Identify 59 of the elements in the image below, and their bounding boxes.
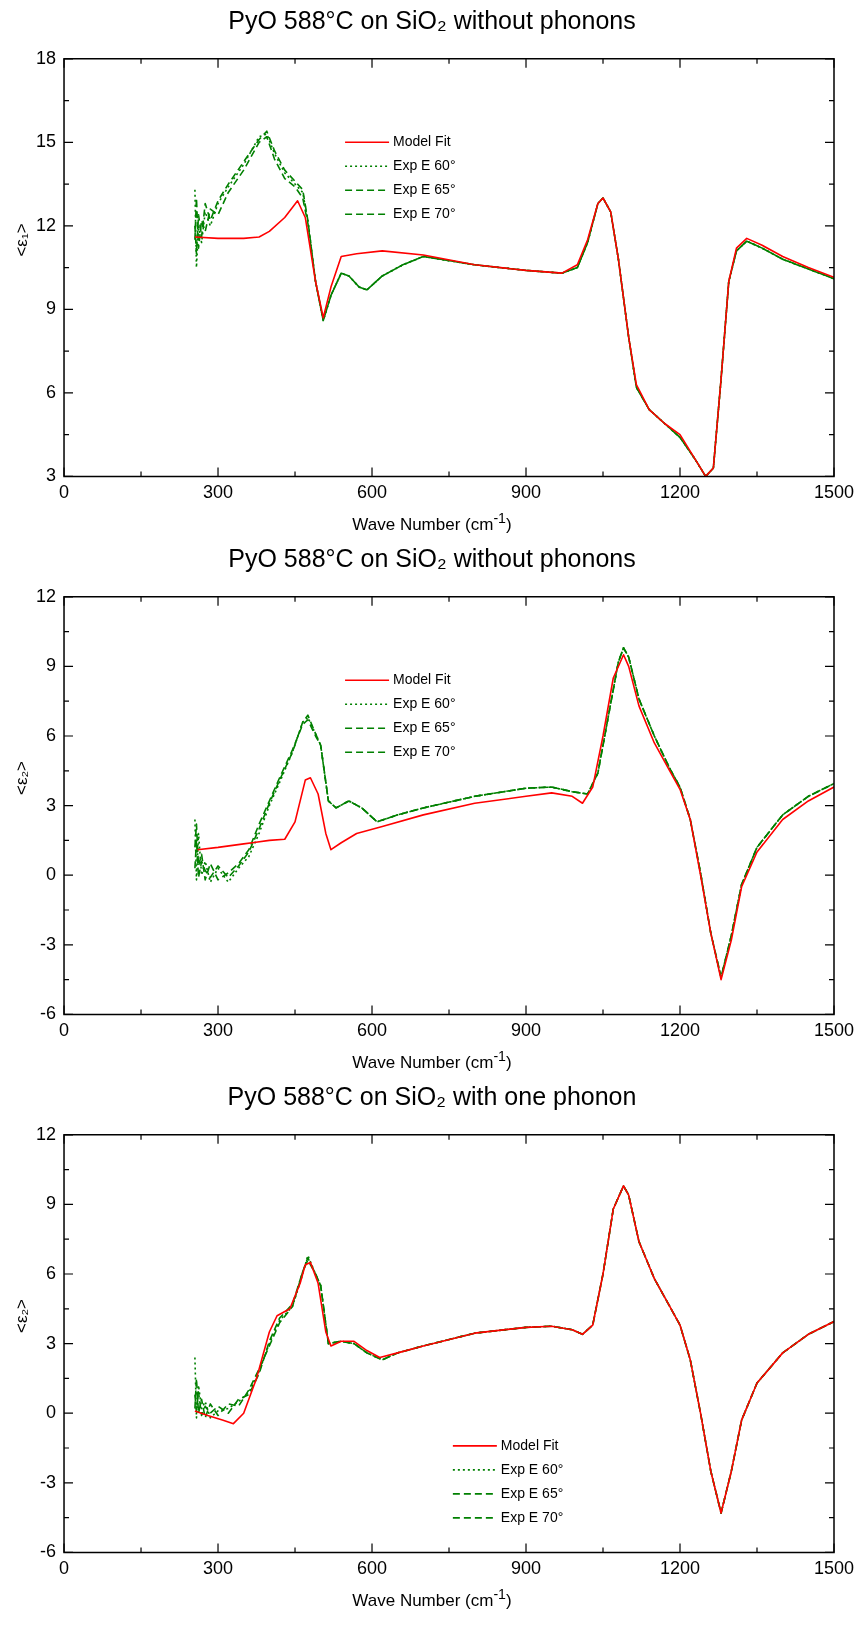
x-tick-label: 0 <box>59 482 70 503</box>
y-tick-label: -6 <box>40 1003 57 1024</box>
legend-label: Exp E 70° <box>500 1508 564 1525</box>
legend-label: Exp E 65° <box>500 1484 564 1501</box>
y-tick-label: 3 <box>46 1332 57 1353</box>
legend-label: Exp E 70° <box>393 743 456 760</box>
x-axis-title: Wave Number (cm$^{-1}$) <box>351 509 513 534</box>
y-tick-label: 12 <box>35 585 57 606</box>
legend-label: Exp E 65° <box>393 719 456 736</box>
y-tick-label: -3 <box>40 933 57 954</box>
x-tick-label: 0 <box>59 1020 70 1041</box>
x-tick-label: 300 <box>202 482 234 503</box>
x-tick-label: 300 <box>202 1020 234 1041</box>
x-tick-label: 900 <box>510 482 542 503</box>
chart-title: PyO 588°C on SiO₂ without phonons <box>227 543 637 574</box>
legend-label: Model Fit <box>500 1436 559 1453</box>
y-tick-label: 6 <box>46 381 57 402</box>
x-tick-label: 1200 <box>659 1558 701 1579</box>
legend-label: Model Fit <box>393 671 451 688</box>
y-tick-label: -6 <box>40 1541 57 1562</box>
x-tick-label: 300 <box>202 1558 234 1579</box>
x-axis-title: Wave Number (cm$^{-1}$) <box>351 1585 513 1610</box>
y-tick-label: 3 <box>46 465 57 486</box>
x-tick-label: 900 <box>510 1020 542 1041</box>
x-tick-label: 0 <box>59 1558 70 1579</box>
y-tick-label: 12 <box>35 1123 57 1144</box>
x-axis-title: Wave Number (cm$^{-1}$) <box>351 1047 513 1072</box>
y-tick-label: 0 <box>46 1402 57 1423</box>
x-tick-label: 600 <box>356 482 388 503</box>
y-tick-label: 6 <box>46 1262 57 1283</box>
y-tick-label: 0 <box>46 864 57 885</box>
y-tick-label: 9 <box>46 655 57 676</box>
y-tick-label: 15 <box>35 131 57 152</box>
x-tick-label: 900 <box>510 1558 542 1579</box>
y-tick-label: 18 <box>35 47 57 68</box>
x-tick-label: 1500 <box>813 1558 855 1579</box>
x-tick-label: 1500 <box>813 1020 855 1041</box>
y-tick-label: 6 <box>46 724 57 745</box>
y-tick-label: -3 <box>40 1471 57 1492</box>
y-tick-label: 9 <box>46 1193 57 1214</box>
x-tick-label: 1500 <box>813 482 855 503</box>
x-tick-label: 1200 <box>659 482 701 503</box>
legend-label: Model Fit <box>393 133 451 150</box>
x-tick-label: 600 <box>356 1558 388 1579</box>
y-axis-title: <ε₂> <box>11 760 32 796</box>
legend-label: Exp E 65° <box>393 181 456 198</box>
y-tick-label: 9 <box>46 298 57 319</box>
y-axis-title: <ε₂> <box>11 1298 32 1334</box>
y-axis-title: <ε₁> <box>11 223 32 257</box>
legend-label: Exp E 60° <box>393 157 456 174</box>
y-tick-label: 3 <box>46 794 57 815</box>
y-tick-label: 12 <box>35 214 57 235</box>
legend-label: Exp E 60° <box>393 695 456 712</box>
chart-title: PyO 588°C on SiO₂ with one phonon <box>226 1081 638 1112</box>
x-tick-label: 1200 <box>659 1020 701 1041</box>
legend-label: Exp E 70° <box>393 205 456 222</box>
x-tick-label: 600 <box>356 1020 388 1041</box>
chart-title: PyO 588°C on SiO₂ without phonons <box>227 5 637 36</box>
legend-label: Exp E 60° <box>500 1460 564 1477</box>
